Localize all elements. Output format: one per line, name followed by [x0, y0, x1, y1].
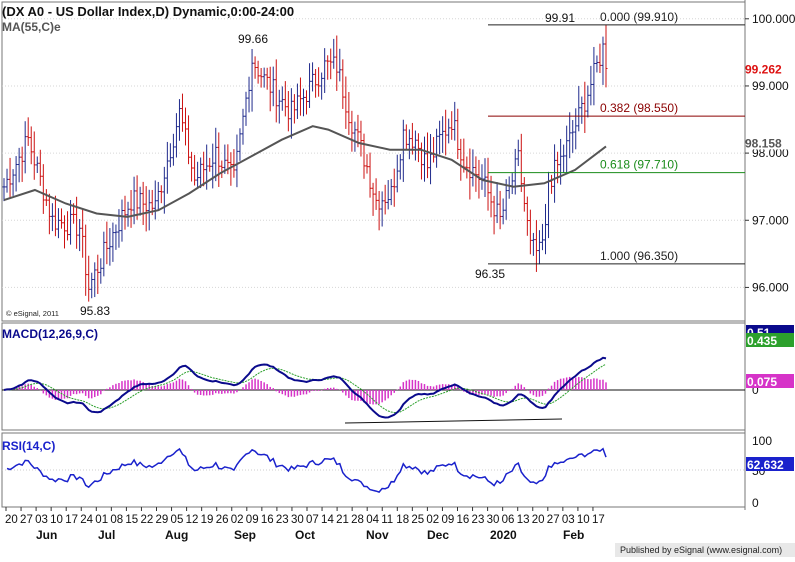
x-day-label: 12	[186, 514, 199, 526]
price-layer: 0.000 (99.910) 0.382 (98.550) 0.618 (97.71…	[2, 10, 745, 318]
x-day-label: 19	[201, 514, 214, 526]
panel-1	[1, 322, 746, 431]
x-day-label: 16	[261, 514, 274, 526]
fib-label-0.000: 0.000 (99.910)	[600, 10, 678, 24]
panel-0	[1, 1, 746, 322]
credit-bg	[615, 543, 795, 557]
axis-layer: 100.000 99.000 98.000 97.000 96.000 99.262 98.…	[5, 12, 795, 542]
rsi-line	[6, 447, 607, 493]
price-marker-bg	[746, 135, 794, 150]
price-tick-label: 99.000	[752, 79, 789, 93]
x-day-label: 30	[487, 514, 500, 526]
grid	[2, 18, 745, 471]
rsi-layer	[6, 447, 607, 493]
macd-tick-label: 0	[752, 383, 759, 397]
macd-marker-0.435: 0.435	[747, 334, 777, 348]
price-marker-bg	[746, 61, 794, 76]
x-day-label: 15	[125, 514, 138, 526]
x-day-label: 11	[381, 514, 393, 526]
x-month-label: Aug	[165, 528, 188, 542]
rsi-tick-label: 100	[752, 434, 772, 448]
x-day-label: 18	[396, 514, 409, 526]
rsi-tick-label: 0	[752, 496, 759, 510]
x-day-label: 22	[140, 514, 153, 526]
x-day-label: 14	[321, 514, 334, 526]
macd-marker-0.075: 0.075	[747, 375, 777, 389]
x-day-label: 03	[562, 514, 575, 526]
x-day-label: 17	[592, 514, 605, 526]
ma-legend: MA(55,C)e	[2, 20, 61, 34]
rsi-marker-bg	[746, 457, 794, 471]
price-annotation: 96.35	[475, 267, 505, 281]
esignal-watermark: © eSignal, 2011	[6, 309, 59, 318]
x-month-label: Jul	[98, 528, 115, 542]
x-month-label: Jun	[36, 528, 57, 542]
x-day-label: 27	[547, 514, 560, 526]
x-day-label: 27	[20, 514, 33, 526]
x-day-label: 29	[156, 514, 169, 526]
x-day-label: 02	[426, 514, 439, 526]
fib-label-1.000: 1.000 (96.350)	[600, 249, 678, 263]
price-tick-label: 98.000	[752, 146, 789, 160]
x-day-label: 21	[336, 514, 349, 526]
x-day-label: 26	[216, 514, 229, 526]
price-marker-98.158: 98.158	[745, 136, 782, 150]
macd-trendline	[344, 418, 563, 424]
x-month-label: Nov	[366, 528, 389, 542]
macd-marker-bg	[746, 333, 794, 347]
x-day-label: 17	[65, 514, 78, 526]
price-tick-label: 97.000	[752, 213, 789, 227]
x-day-label: 16	[457, 514, 470, 526]
price-annotation: 99.66	[238, 32, 268, 46]
x-day-label: 25	[411, 514, 424, 526]
macd-marker-bg	[746, 374, 794, 388]
rsi-legend: RSI(14,C)	[2, 439, 55, 453]
x-day-label: 09	[441, 514, 454, 526]
x-day-label: 06	[502, 514, 515, 526]
fib-label-0.382: 0.382 (98.550)	[600, 101, 678, 115]
price-annotation: 95.83	[80, 304, 110, 318]
price-tick-label: 96.000	[752, 280, 789, 294]
x-day-label: 08	[110, 514, 123, 526]
x-day-label: 01	[95, 514, 108, 526]
x-month-label: Oct	[295, 528, 315, 542]
x-day-label: 13	[517, 514, 530, 526]
rsi-marker-62.632: 62.632	[747, 458, 784, 472]
chart-title: (DX A0 - US Dollar Index,D) Dynamic,0:00…	[2, 4, 294, 19]
x-month-label: Dec	[427, 528, 449, 542]
x-month-label: Sep	[234, 528, 256, 542]
ma-55-line	[3, 125, 607, 218]
x-month-label: 2020	[490, 528, 517, 542]
x-day-label: 24	[80, 514, 93, 526]
x-day-label: 09	[246, 514, 259, 526]
fib-label-0.618: 0.618 (97.710)	[600, 158, 678, 172]
x-day-label: 23	[472, 514, 485, 526]
x-day-label: 10	[577, 514, 590, 526]
x-day-label: 30	[291, 514, 304, 526]
x-day-label: 10	[50, 514, 63, 526]
x-day-label: 04	[366, 514, 379, 526]
x-day-label: 20	[532, 514, 545, 526]
x-day-label: 07	[306, 514, 319, 526]
x-day-label: 23	[276, 514, 289, 526]
x-day-label: 28	[351, 514, 364, 526]
x-day-label: 05	[171, 514, 184, 526]
macd-legend: MACD(12,26,9,C)	[2, 327, 98, 341]
published-credit: Published by eSignal (www.esignal.com)	[620, 545, 782, 555]
x-day-label: 02	[231, 514, 244, 526]
x-month-label: Feb	[563, 528, 584, 542]
macd-layer	[2, 356, 745, 424]
macd-line	[3, 356, 607, 419]
price-tick-label: 100.000	[752, 12, 795, 26]
price-marker-99.262: 99.262	[745, 62, 782, 76]
x-day-label: 20	[5, 514, 18, 526]
x-day-label: 03	[35, 514, 48, 526]
price-annotation: 99.91	[545, 11, 575, 25]
